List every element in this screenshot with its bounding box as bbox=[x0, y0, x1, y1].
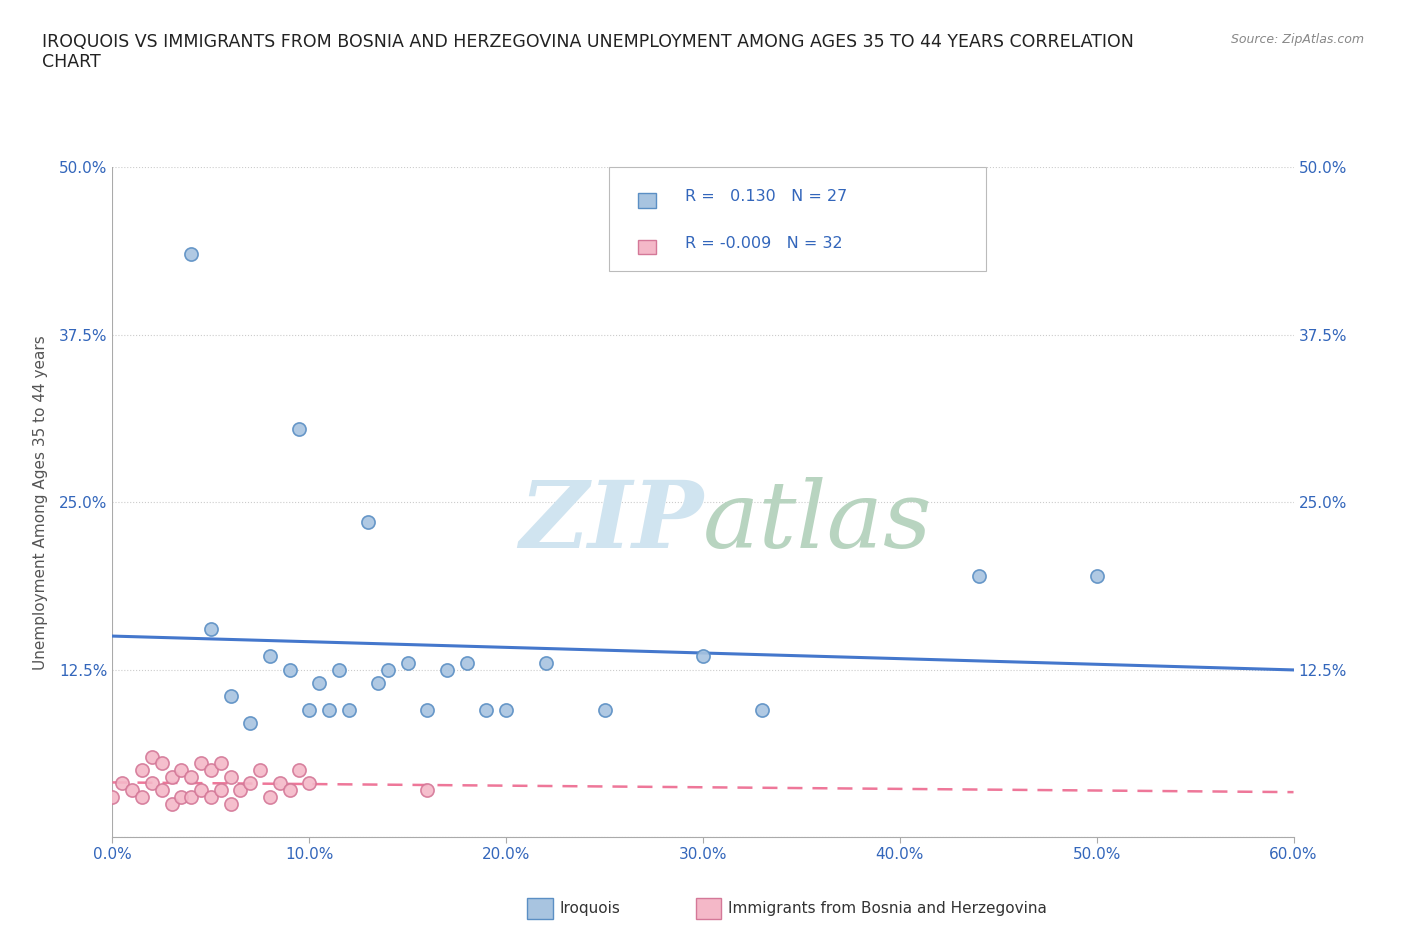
Text: ZIP: ZIP bbox=[519, 477, 703, 567]
Point bbox=[436, 662, 458, 677]
Point bbox=[141, 750, 163, 764]
Text: R = -0.009   N = 32: R = -0.009 N = 32 bbox=[685, 235, 844, 250]
Point bbox=[200, 622, 222, 637]
Bar bbox=[638, 240, 655, 255]
Point bbox=[131, 763, 153, 777]
Point bbox=[200, 763, 222, 777]
Point bbox=[209, 783, 232, 798]
Point bbox=[150, 756, 173, 771]
Text: IROQUOIS VS IMMIGRANTS FROM BOSNIA AND HERZEGOVINA UNEMPLOYMENT AMONG AGES 35 TO: IROQUOIS VS IMMIGRANTS FROM BOSNIA AND H… bbox=[42, 33, 1135, 72]
Point bbox=[967, 568, 990, 583]
Point bbox=[259, 649, 281, 664]
Point bbox=[269, 776, 291, 790]
Point bbox=[160, 796, 183, 811]
Point bbox=[259, 790, 281, 804]
Point bbox=[111, 776, 134, 790]
Point bbox=[318, 702, 340, 717]
Point bbox=[209, 756, 232, 771]
Point bbox=[170, 790, 193, 804]
Point bbox=[377, 662, 399, 677]
Point bbox=[249, 763, 271, 777]
FancyBboxPatch shape bbox=[609, 167, 987, 272]
Point bbox=[751, 702, 773, 717]
Y-axis label: Unemployment Among Ages 35 to 44 years: Unemployment Among Ages 35 to 44 years bbox=[32, 335, 48, 670]
Point bbox=[534, 656, 557, 671]
Point bbox=[219, 769, 242, 784]
Point bbox=[495, 702, 517, 717]
Point bbox=[288, 763, 311, 777]
Point bbox=[219, 796, 242, 811]
Point bbox=[396, 656, 419, 671]
Text: R =   0.130   N = 27: R = 0.130 N = 27 bbox=[685, 189, 848, 204]
Point bbox=[357, 515, 380, 530]
Point bbox=[200, 790, 222, 804]
Point bbox=[1085, 568, 1108, 583]
Point bbox=[298, 702, 321, 717]
Point bbox=[328, 662, 350, 677]
Point bbox=[475, 702, 498, 717]
Point bbox=[456, 656, 478, 671]
Point bbox=[239, 776, 262, 790]
Point bbox=[160, 769, 183, 784]
Point bbox=[180, 769, 202, 784]
Point bbox=[278, 783, 301, 798]
Point bbox=[308, 675, 330, 690]
Point bbox=[150, 783, 173, 798]
Text: Iroquois: Iroquois bbox=[560, 901, 620, 916]
Point bbox=[416, 702, 439, 717]
Point bbox=[337, 702, 360, 717]
Point bbox=[239, 716, 262, 731]
Point bbox=[298, 776, 321, 790]
Text: Source: ZipAtlas.com: Source: ZipAtlas.com bbox=[1230, 33, 1364, 46]
Point bbox=[180, 247, 202, 262]
Text: atlas: atlas bbox=[703, 477, 932, 567]
Point bbox=[190, 783, 212, 798]
Point bbox=[593, 702, 616, 717]
Point bbox=[692, 649, 714, 664]
Bar bbox=[638, 193, 655, 207]
Point bbox=[278, 662, 301, 677]
Point bbox=[190, 756, 212, 771]
Point bbox=[101, 790, 124, 804]
Text: Immigrants from Bosnia and Herzegovina: Immigrants from Bosnia and Herzegovina bbox=[728, 901, 1047, 916]
Point bbox=[229, 783, 252, 798]
Point bbox=[121, 783, 143, 798]
Point bbox=[170, 763, 193, 777]
Point bbox=[288, 421, 311, 436]
Point bbox=[367, 675, 389, 690]
Point bbox=[141, 776, 163, 790]
Point bbox=[416, 783, 439, 798]
Point bbox=[180, 790, 202, 804]
Point bbox=[131, 790, 153, 804]
Point bbox=[219, 689, 242, 704]
